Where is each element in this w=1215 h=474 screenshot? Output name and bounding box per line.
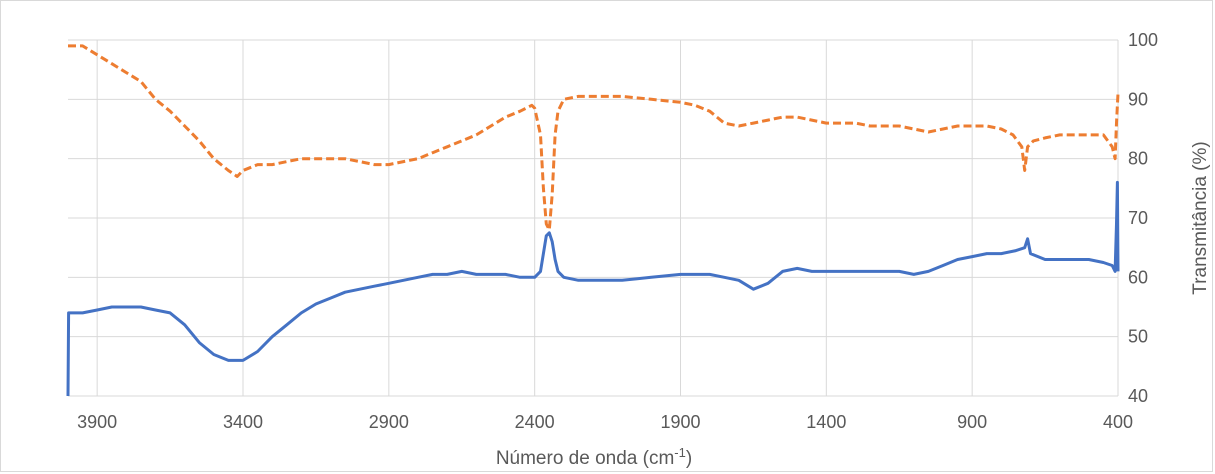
y-tick-label: 40	[1128, 386, 1148, 406]
y-tick-label: 60	[1128, 267, 1148, 287]
series-line-0	[68, 44, 1120, 232]
x-axis-title: Número de onda (cm-1)	[496, 445, 692, 469]
x-tick-label: 2900	[369, 412, 409, 432]
y-axis-title: Transmitância (%)	[1190, 141, 1211, 294]
y-tick-label: 70	[1128, 208, 1148, 228]
grid-lines	[68, 39, 1119, 397]
x-tick-label: 1900	[660, 412, 700, 432]
y-tick-label: 50	[1128, 327, 1148, 347]
y-tick-label: 90	[1128, 89, 1148, 109]
series-layer	[66, 44, 1120, 397]
x-tick-label: 3900	[77, 412, 117, 432]
y-tick-label: 100	[1128, 30, 1158, 50]
x-tick-labels: 3900 3400 2900 2400 1900 1400 900 400	[77, 412, 1133, 432]
x-tick-label: 3400	[223, 412, 263, 432]
y-tick-label: 80	[1128, 149, 1148, 169]
x-tick-label: 1400	[806, 412, 846, 432]
y-tick-labels: 40 50 60 70 80 90 100	[1128, 30, 1158, 406]
x-tick-label: 2400	[515, 412, 555, 432]
x-tick-label: 400	[1103, 412, 1133, 432]
x-tick-label: 900	[957, 412, 987, 432]
series-line-1	[66, 180, 1120, 397]
